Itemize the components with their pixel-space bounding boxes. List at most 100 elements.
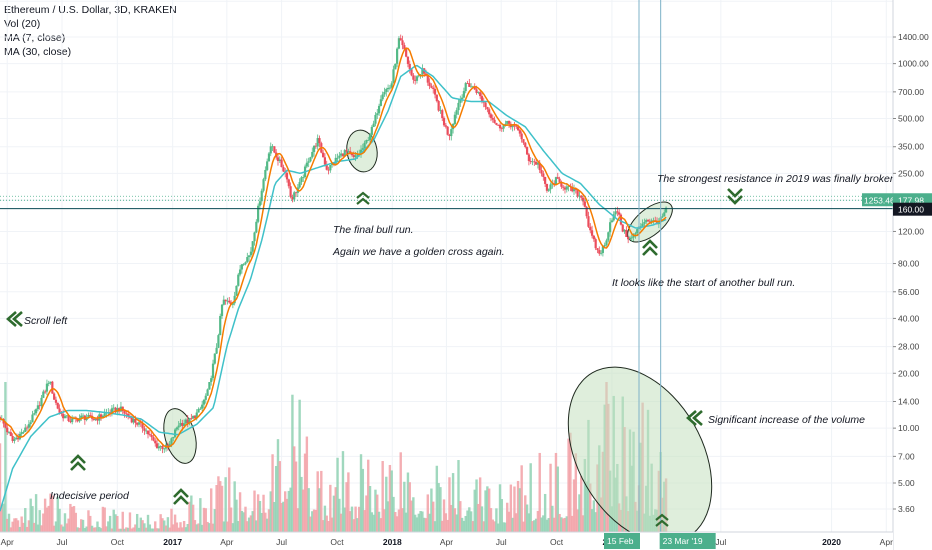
candle-body <box>329 164 332 171</box>
volume-bar <box>54 521 58 532</box>
volume-bar <box>558 513 561 532</box>
volume-bar <box>255 520 258 532</box>
indicator-ma7[interactable]: MA (7, close) <box>4 32 66 44</box>
candle-body <box>267 153 271 162</box>
volume-bar <box>145 527 148 532</box>
volume-bar <box>175 522 179 532</box>
candle-body <box>318 138 321 144</box>
candle-body <box>401 40 404 46</box>
volume-bar <box>63 513 67 532</box>
candle-body <box>619 214 623 225</box>
volume-bar <box>251 511 254 532</box>
candle-body <box>350 153 354 156</box>
indicator-ma30[interactable]: MA (30, close) <box>4 46 72 58</box>
candle-body <box>442 118 446 126</box>
candle-body <box>53 393 56 400</box>
resistance-down-chevron-icon <box>727 188 743 205</box>
candle-body <box>13 439 16 441</box>
volume-bar <box>123 528 126 532</box>
candle-body <box>565 186 568 190</box>
volume-bar <box>293 446 296 532</box>
volume-bar <box>459 501 462 532</box>
volume-bar <box>563 517 567 532</box>
annotation-another-bull-run: It looks like the start of another bull … <box>612 277 795 289</box>
volume-bar <box>511 517 514 532</box>
candle-body <box>99 414 103 418</box>
volume-bar <box>206 521 209 532</box>
volume-bar <box>424 518 428 532</box>
candle-body <box>280 159 283 168</box>
scroll-left-double-chevron-icon[interactable] <box>6 311 23 327</box>
candle-body <box>390 83 393 88</box>
volume-bar <box>197 523 200 532</box>
volume-bar <box>298 399 301 532</box>
volume-bar <box>515 513 518 532</box>
candle-body <box>302 177 305 178</box>
volume-bar <box>294 461 298 532</box>
candle-body <box>498 124 502 129</box>
volume-bar <box>274 466 278 532</box>
volume-bar <box>590 509 594 532</box>
volume-bar <box>6 518 9 532</box>
time-tick-label: Jul <box>57 537 68 547</box>
volume-bar <box>426 494 430 532</box>
volume-bar <box>247 517 251 532</box>
candle-body <box>255 221 258 233</box>
volume-bar <box>269 491 272 532</box>
volume-bar <box>61 526 65 532</box>
indicator-volume[interactable]: Vol (20) <box>4 18 41 30</box>
volume-bar <box>94 527 97 532</box>
candle-body <box>137 422 141 425</box>
volume-bar <box>345 482 348 532</box>
candle-body <box>385 89 388 92</box>
volume-bar <box>531 521 534 532</box>
volume-bar <box>542 515 545 532</box>
candle-body <box>127 413 130 417</box>
volume-bar <box>47 505 50 532</box>
candle-body <box>311 151 314 158</box>
candle-body <box>343 150 346 157</box>
volume-bar <box>195 524 198 532</box>
annotation-final-bull-run: The final bull run. <box>333 224 414 236</box>
annotation-scroll-left: Scroll left <box>24 315 68 327</box>
volume-bar <box>154 521 157 532</box>
candle-body <box>439 110 442 111</box>
volume-bar <box>370 512 374 532</box>
volume-bar <box>498 484 502 532</box>
candle-body <box>314 145 317 147</box>
candle-body <box>432 87 435 89</box>
volume-bar <box>200 524 204 532</box>
candle-body <box>40 397 43 407</box>
candle-body <box>500 128 503 130</box>
volume-bars <box>0 382 668 532</box>
candle-body <box>581 197 585 202</box>
volume-bar <box>60 524 63 532</box>
price-axis[interactable]: 1400.00 1000.00 700.00 500.00 350.00 250.00 12… <box>862 0 932 550</box>
price-tick-label: 28.00 <box>898 342 920 352</box>
volume-bar <box>374 489 377 532</box>
candle-body <box>258 201 262 206</box>
candle-body <box>455 110 458 115</box>
volume-bar <box>356 518 359 532</box>
candle-body <box>145 430 148 432</box>
candle-body <box>486 107 489 110</box>
volume-bar <box>428 513 431 532</box>
candle-body <box>386 87 390 90</box>
volume-bar <box>0 443 2 532</box>
candle-body <box>412 75 415 80</box>
last-price-badge-label: 160.00 <box>898 205 924 215</box>
volume-bar <box>432 501 435 532</box>
date-marker-label: 15 Feb <box>607 536 634 546</box>
volume-bar <box>560 517 563 532</box>
volume-bar <box>403 481 406 532</box>
volume-bar <box>43 498 47 532</box>
volume-bar <box>354 506 357 532</box>
time-tick-label: Jul <box>276 537 287 547</box>
time-tick-label: 2020 <box>822 537 841 547</box>
volume-bar <box>442 499 446 532</box>
candle-body <box>22 431 25 433</box>
time-tick-label: Oct <box>111 537 125 547</box>
time-axis[interactable]: AprJulOct2017AprJulOct2018AprJulOct20191… <box>0 531 893 550</box>
volume-bar <box>583 458 587 532</box>
